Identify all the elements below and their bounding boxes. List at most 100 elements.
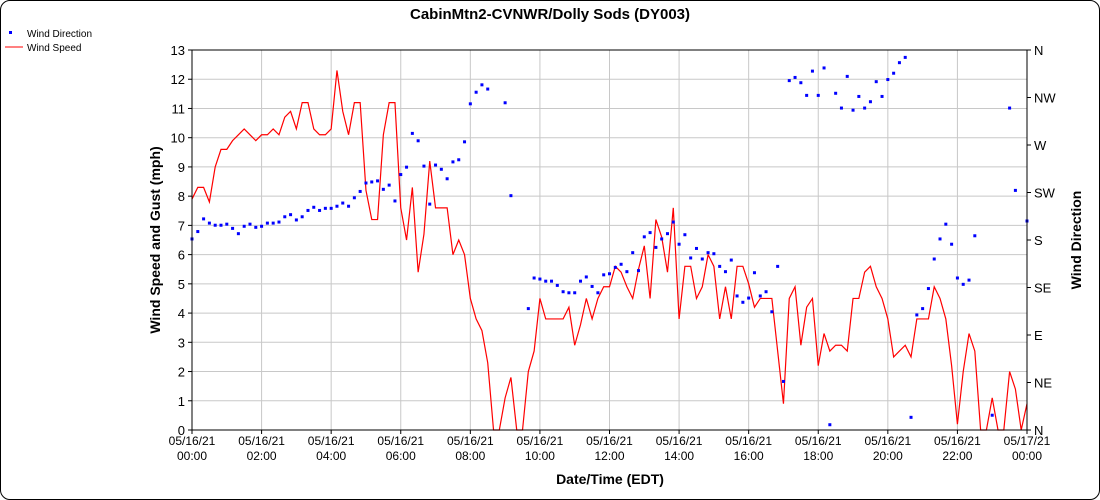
wind-direction-point [892,71,896,75]
x-tick-date: 05/16/21 [169,434,216,448]
y2-axis-title: Wind Direction [1068,191,1084,290]
wind-direction-point [839,106,843,110]
wind-direction-point [550,279,554,283]
wind-direction-point [544,279,548,283]
y-tick-label: 8 [178,189,185,204]
x-tick-time: 22:00 [942,449,972,463]
x-tick-date: 05/16/21 [517,434,564,448]
wind-direction-point [915,313,919,317]
wind-direction-point [277,220,281,224]
wind-direction-point [816,93,820,97]
wind-direction-point [874,80,878,84]
y-tick-label: 4 [178,306,185,321]
x-tick-time: 12:00 [594,449,624,463]
wind-direction-point [225,222,229,226]
wind-direction-point [776,264,780,268]
y2-tick-label: N [1034,423,1043,438]
y2-tick-label: S [1034,233,1043,248]
wind-direction-point [503,101,507,105]
wind-direction-point [196,230,200,234]
wind-direction-point [1008,106,1012,110]
wind-direction-point [700,257,704,261]
wind-direction-point [254,225,258,229]
axes: 012345678910111213NNEESESSWWNWN05/16/210… [169,43,1057,463]
wind-direction-point [584,275,588,279]
wind-direction-point [236,232,240,236]
wind-direction-point [926,287,930,291]
x-tick-time: 00:00 [1012,449,1042,463]
wind-direction-point [631,251,635,255]
wind-direction-point [955,276,959,280]
wind-direction-point [863,106,867,110]
y2-tick-label: SE [1034,281,1052,296]
legend-direction-label: Wind Direction [27,29,92,40]
x-tick-time: 16:00 [734,449,764,463]
wind-direction-point [845,74,849,78]
x-tick-date: 05/16/21 [586,434,633,448]
wind-direction-point [729,258,733,262]
y-tick-label: 10 [171,131,185,146]
wind-direction-point [886,78,890,82]
wind-direction-point [764,290,768,294]
wind-direction-point [248,222,252,226]
wind-direction-point [787,79,791,83]
wind-direction-point [526,307,530,311]
wind-direction-point [289,213,293,217]
wind-direction-point [416,139,420,143]
wind-direction-point [294,218,298,222]
wind-direction-point [950,242,954,246]
wind-direction-point [677,242,681,246]
wind-direction-point [265,221,269,225]
x-tick-date: 05/16/21 [238,434,285,448]
wind-direction-point [932,257,936,261]
x-tick-date: 05/16/21 [725,434,772,448]
wind-direction-point [648,231,652,235]
wind-direction-point [422,164,426,168]
wind-direction-point [706,251,710,255]
wind-direction-point [967,278,971,282]
y-tick-label: 5 [178,277,185,292]
x-tick-date: 05/16/21 [864,434,911,448]
wind-direction-point [602,273,606,277]
chart-title: CabinMtn2-CVNWR/Dolly Sods (DY003) [410,6,690,23]
wind-direction-point [347,204,351,208]
wind-direction-point [689,256,693,260]
x-axis-title: Date/Time (EDT) [556,471,664,487]
wind-direction-point [405,165,409,169]
wind-direction-point [770,310,774,314]
wind-direction-point [231,226,235,230]
x-tick-date: 05/16/21 [656,434,703,448]
x-tick-date: 05/16/21 [377,434,424,448]
x-tick-date: 05/16/21 [308,434,355,448]
wind-direction-point [329,206,333,210]
wind-direction-point [341,201,345,205]
wind-direction-point [712,252,716,256]
wind-direction-point [619,262,623,266]
wind-direction-point [636,269,640,273]
wind-direction-point [300,215,304,219]
y2-tick-label: SW [1034,186,1056,201]
wind-direction-point [590,284,594,288]
x-tick-date: 05/16/21 [795,434,842,448]
wind-direction-point [271,221,275,225]
wind-direction-point [1013,188,1017,192]
wind-direction-point [857,94,861,98]
wind-direction-point [532,276,536,280]
y2-tick-label: NE [1034,376,1052,391]
x-tick-time: 00:00 [177,449,207,463]
wind-direction-point [463,140,467,144]
legend: Wind Direction Wind Speed [5,29,92,54]
wind-direction-point [445,177,449,181]
wind-direction-point [312,205,316,209]
wind-direction-point [799,81,803,85]
wind-direction-point [219,223,223,227]
wind-direction-point [306,208,310,212]
x-tick-time: 10:00 [525,449,555,463]
wind-direction-point [486,87,490,91]
wind-direction-point [596,291,600,295]
y2-tick-label: E [1034,328,1043,343]
y-tick-label: 11 [172,101,186,116]
wind-direction-point [851,108,855,112]
x-tick-date: 05/16/21 [447,434,494,448]
